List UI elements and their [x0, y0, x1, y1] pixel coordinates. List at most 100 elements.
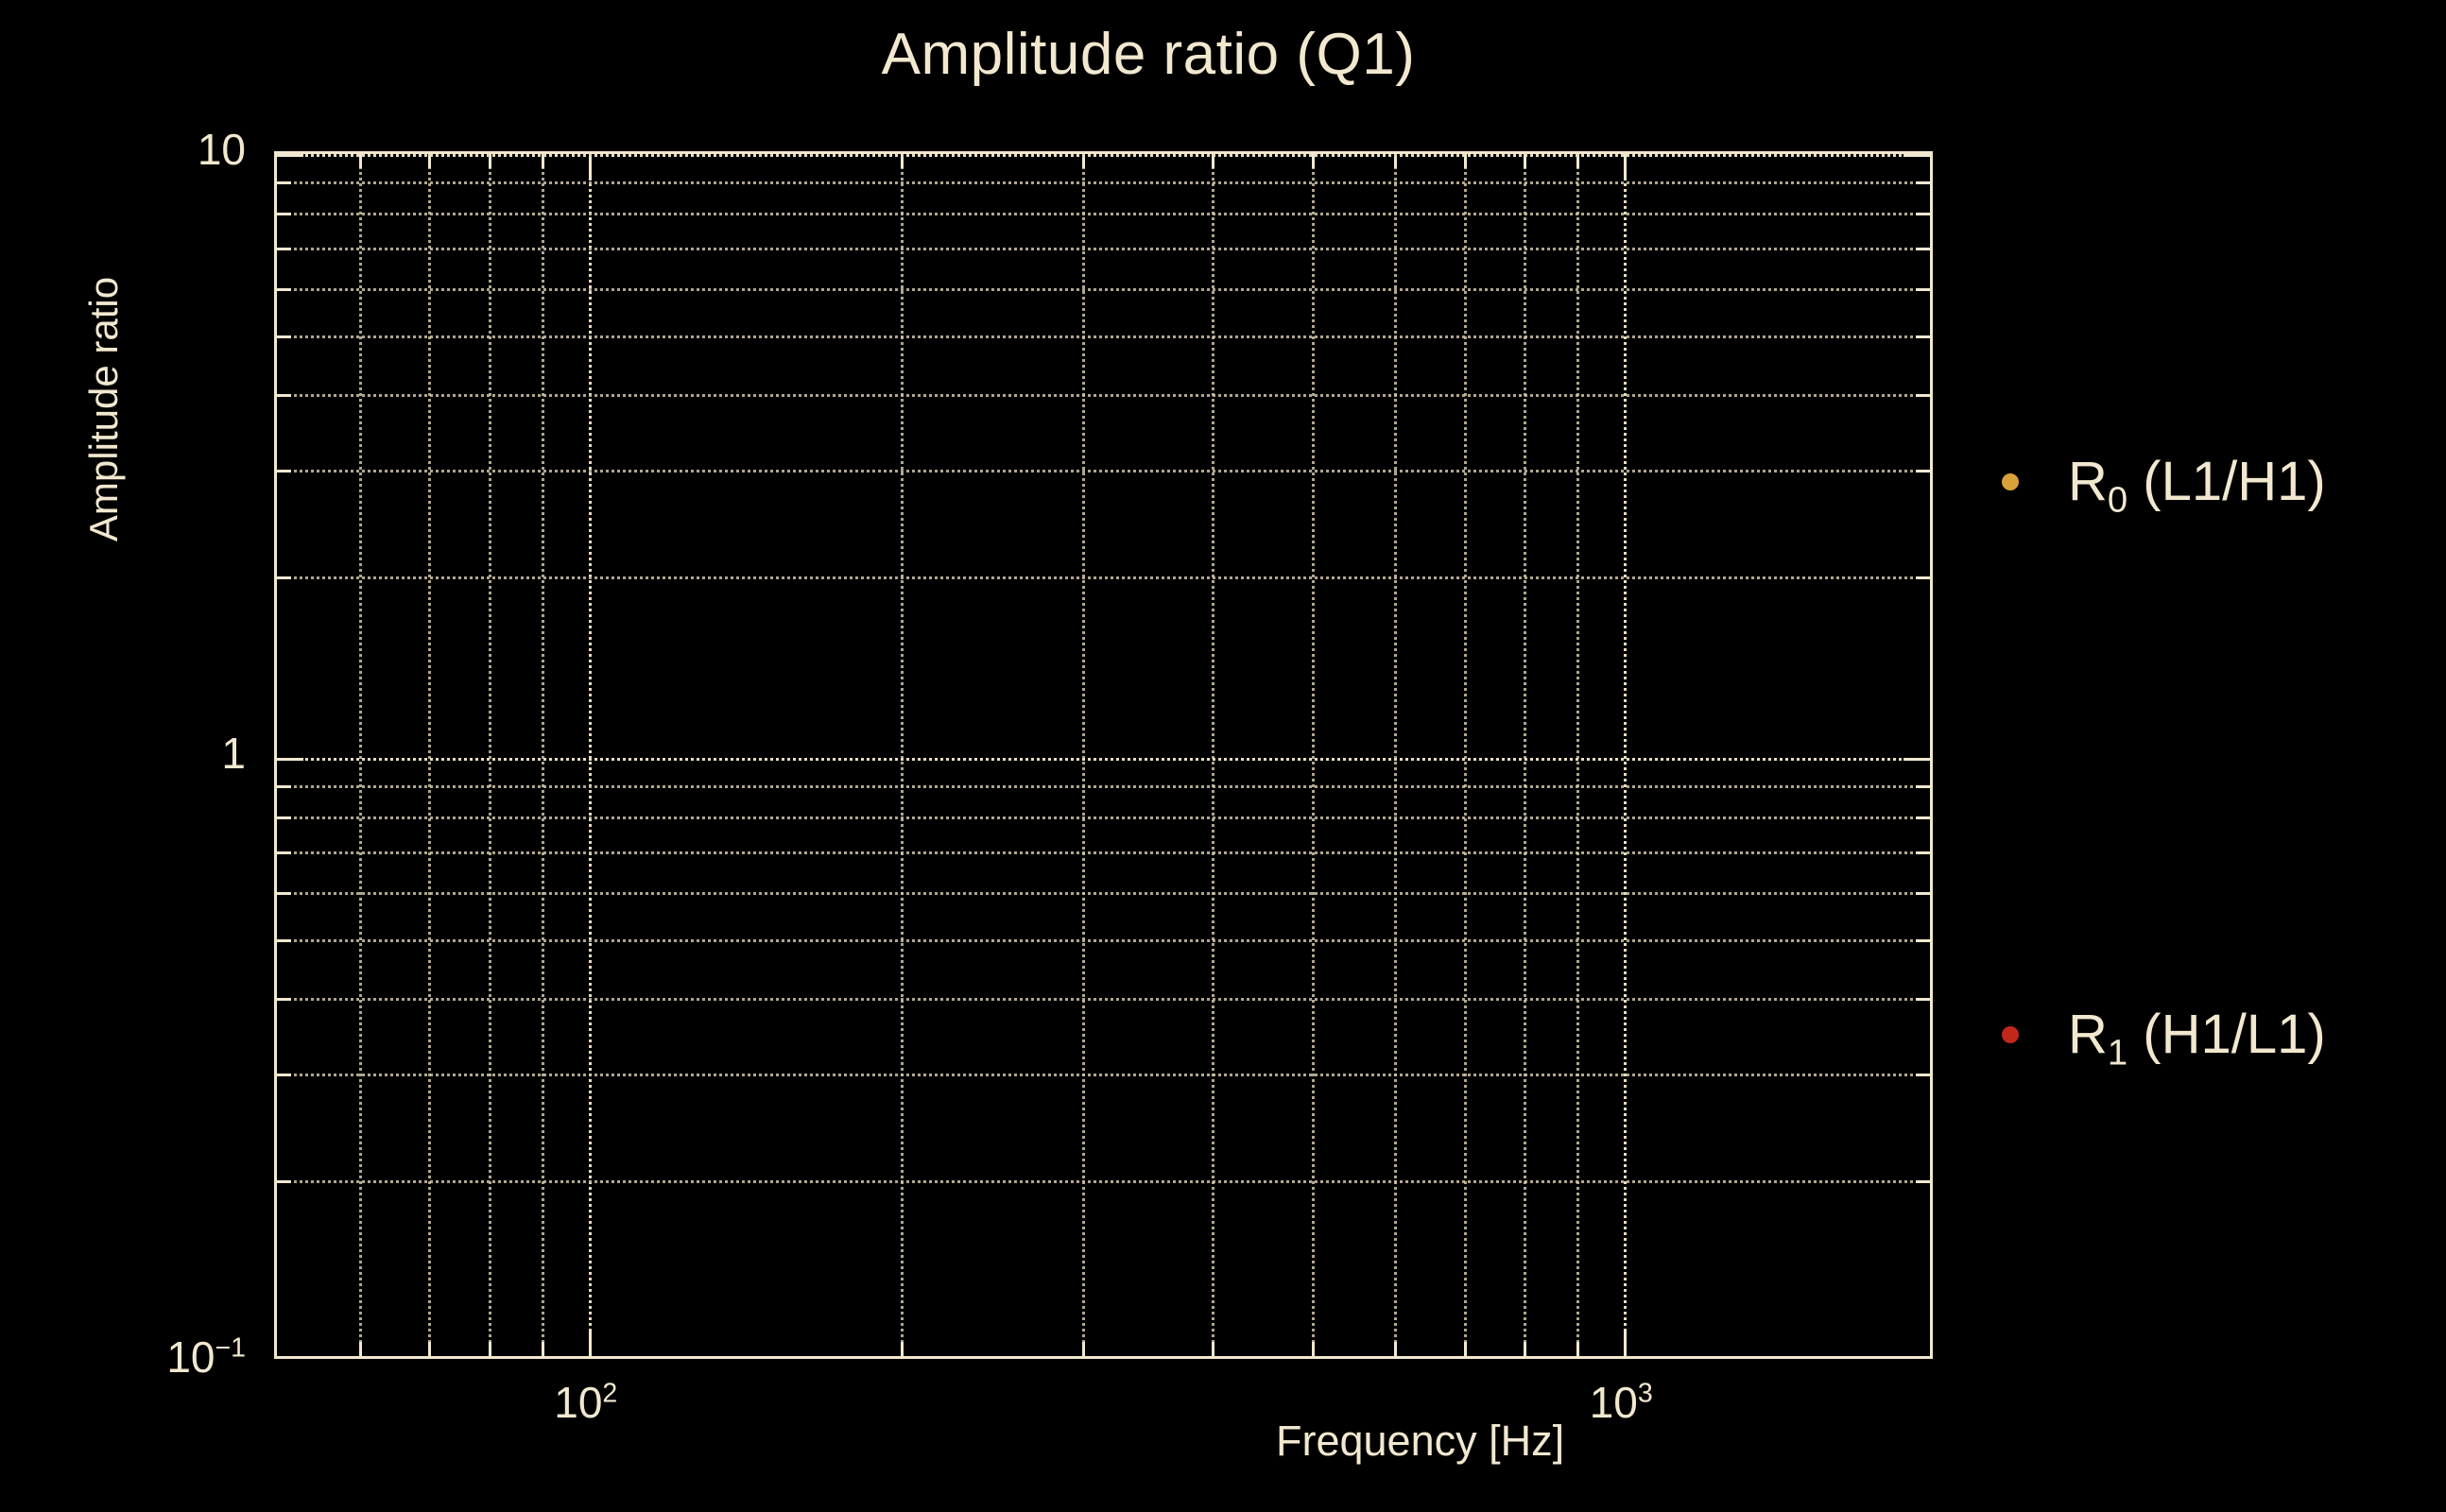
- y-axis-tick: [1916, 1074, 1930, 1077]
- x-axis-tick: [588, 1330, 592, 1356]
- y-axis-tick: [277, 891, 291, 895]
- x-axis-tick: [541, 154, 544, 168]
- x-gridline-major: [1624, 154, 1628, 1356]
- x-gridline-minor: [428, 154, 432, 1356]
- x-axis-tick: [1624, 154, 1628, 180]
- x-axis-tick: [358, 154, 362, 168]
- x-gridline-minor: [488, 154, 491, 1356]
- y-axis-tick: [277, 850, 291, 854]
- y-axis-tick: [1916, 287, 1930, 291]
- y-axis-tick: [1916, 576, 1930, 579]
- y-axis-tick: [277, 247, 291, 250]
- y-axis-tick: [277, 1074, 291, 1077]
- y-gridline-minor: [277, 1179, 1930, 1183]
- chart-title: Amplitude ratio (Q1): [881, 22, 1416, 87]
- y-axis-tick: [1916, 181, 1930, 185]
- legend-entry-r0[interactable]: R0 (L1/H1): [1975, 449, 2326, 521]
- x-axis-tick: [1524, 154, 1527, 168]
- y-gridline-major: [277, 758, 1930, 761]
- x-axis-tick: [1524, 1342, 1527, 1356]
- y-axis-tick: [277, 816, 291, 819]
- y-axis-tick: [1903, 154, 1930, 157]
- x-gridline-minor: [1212, 154, 1215, 1356]
- x-axis-tick: [1212, 154, 1215, 168]
- y-gridline-minor: [277, 394, 1930, 398]
- x-axis-tick: [1576, 154, 1580, 168]
- x-axis-tick: [1312, 154, 1316, 168]
- y-axis-tick: [1916, 1179, 1930, 1183]
- x-gridline-minor: [1463, 154, 1467, 1356]
- legend-label-r0: R0 (L1/H1): [2068, 451, 2326, 521]
- legend-entry-r1[interactable]: R1 (H1/L1): [1975, 1002, 2326, 1074]
- y-axis-tick: [277, 576, 291, 579]
- x-axis-tick: [588, 154, 592, 180]
- y-axis-tick: [1916, 470, 1930, 473]
- x-axis-tick: [428, 154, 432, 168]
- legend-marker-r1-icon: [2002, 1026, 2019, 1043]
- y-gridline-minor: [277, 785, 1930, 789]
- x-axis-tick: [428, 1342, 432, 1356]
- y-axis-tick: [1903, 758, 1930, 761]
- y-axis-tick: [277, 212, 291, 215]
- x-axis-tick: [1576, 1342, 1580, 1356]
- y-axis-tick: [1916, 335, 1930, 339]
- x-axis-tick: [358, 1342, 362, 1356]
- y-gridline-minor: [277, 939, 1930, 943]
- x-tick-label: 103: [1589, 1378, 1653, 1427]
- y-axis-tick: [277, 470, 291, 473]
- y-gridline-minor: [277, 212, 1930, 215]
- y-axis-tick: [277, 181, 291, 185]
- y-axis-tick: [277, 998, 291, 1002]
- x-gridline-minor: [1576, 154, 1580, 1356]
- plot-area: [277, 154, 1930, 1356]
- y-gridline-minor: [277, 335, 1930, 339]
- x-gridline-minor: [541, 154, 544, 1356]
- x-axis-tick: [900, 1342, 904, 1356]
- y-tick-label: 10: [197, 125, 246, 174]
- legend-marker-r0-icon: [2002, 473, 2019, 490]
- y-gridline-minor: [277, 816, 1930, 819]
- x-gridline-minor: [358, 154, 362, 1356]
- x-gridline-minor: [1394, 154, 1398, 1356]
- x-gridline-major: [588, 154, 592, 1356]
- y-tick-label: 1: [221, 729, 246, 778]
- y-axis-tick: [1916, 247, 1930, 250]
- y-axis-tick: [277, 287, 291, 291]
- y-axis-tick: [277, 335, 291, 339]
- y-axis-tick: [277, 785, 291, 789]
- y-gridline-minor: [277, 470, 1930, 473]
- y-axis-tick: [1916, 939, 1930, 943]
- y-gridline-minor: [277, 181, 1930, 185]
- x-axis-tick: [488, 154, 491, 168]
- y-axis-tick: [1916, 394, 1930, 398]
- chart-legend: R0 (L1/H1) R1 (H1/L1): [1975, 151, 2420, 1359]
- x-axis-tick: [1394, 154, 1398, 168]
- y-gridline-minor: [277, 1074, 1930, 1077]
- y-axis-tick: [1916, 816, 1930, 819]
- x-axis-tick: [1463, 154, 1467, 168]
- x-axis-tick: [1082, 1342, 1086, 1356]
- y-gridline-minor: [277, 287, 1930, 291]
- plot-frame: [274, 151, 1933, 1359]
- y-gridline-minor: [277, 998, 1930, 1002]
- y-axis-tick: [277, 939, 291, 943]
- y-axis-tick: [1916, 212, 1930, 215]
- y-axis-tick: [277, 758, 303, 761]
- x-gridline-minor: [1312, 154, 1316, 1356]
- y-axis-tick: [277, 154, 303, 157]
- x-tick-label: 102: [554, 1378, 618, 1427]
- x-axis-tick: [1212, 1342, 1215, 1356]
- x-axis-tick: [1624, 1330, 1628, 1356]
- y-gridline-minor: [277, 891, 1930, 895]
- y-axis-tick: [1916, 891, 1930, 895]
- x-axis-tick: [1463, 1342, 1467, 1356]
- x-axis-tick: [1082, 154, 1086, 168]
- x-axis-tick: [541, 1342, 544, 1356]
- y-axis-title: Amplitude ratio: [81, 276, 126, 542]
- y-tick-label: 10−1: [166, 1332, 246, 1382]
- y-axis-tick: [1916, 998, 1930, 1002]
- legend-label-r1: R1 (H1/L1): [2068, 1004, 2326, 1074]
- y-axis-tick: [1916, 785, 1930, 789]
- y-gridline-minor: [277, 247, 1930, 250]
